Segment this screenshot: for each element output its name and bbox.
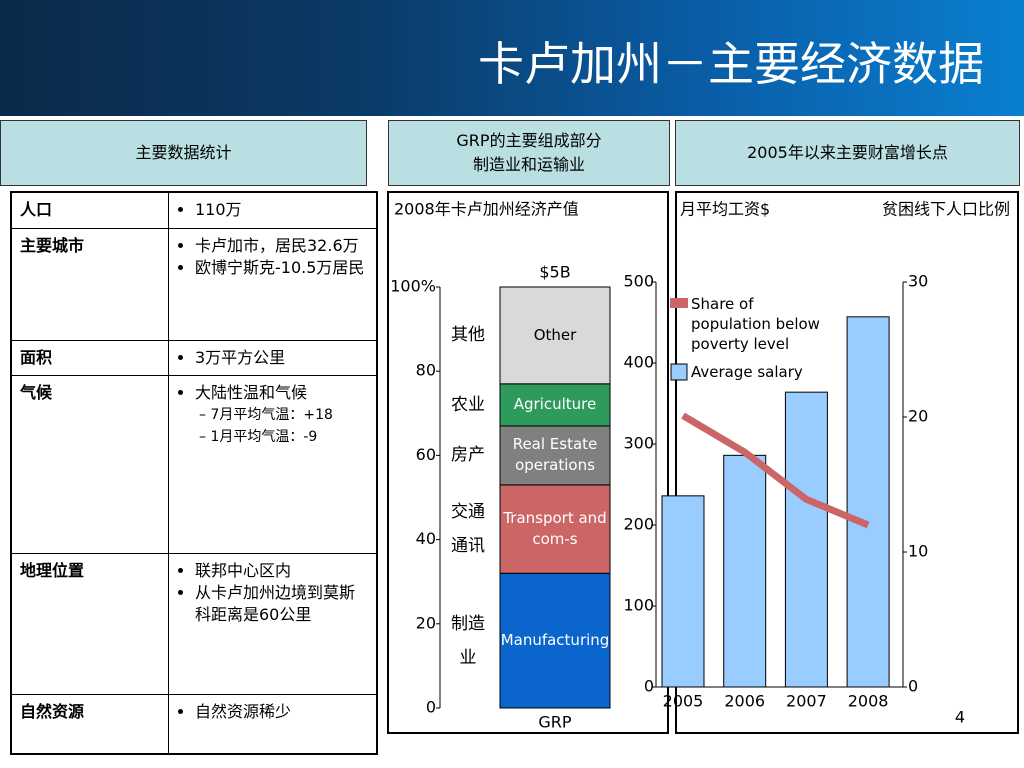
bar-segment [499,286,611,385]
row-label: 主要城市 [10,227,169,341]
segment-label: Agriculture [513,395,597,414]
bullet: 110万 [195,199,368,221]
bullet: 从卡卢加州边境到莫斯科距离是60公里 [195,582,368,626]
panel-text: 主要数据统计 [135,143,232,162]
bullet: 自然资源稀少 [195,701,368,723]
segment-cn-label: 其他 [451,325,485,346]
segment-label: Real Estate operations [512,435,598,475]
table-row: 自然资源 自然资源稀少 [10,693,378,755]
bullet: 联邦中心区内 [195,560,368,582]
stats-table: 人口110万主要城市卡卢加市，居民32.6万欧博宁斯克-10.5万居民面积3万平… [10,191,378,755]
segment-label: Transport and com-s [503,509,607,549]
bullet: 卡卢加市，居民32.6万 [195,235,368,257]
y-tick-label: 40 [416,529,436,548]
legend-label: Share of population below poverty level [691,295,820,353]
row-label: 自然资源 [10,693,169,755]
x-tick-label: 2008 [848,692,889,711]
segment-label: Manufacturing [500,631,610,650]
sub-bullet-list: 7月平均气温：+181月平均气温：-9 [177,404,368,448]
legend-swatch [670,363,688,381]
x-tick-label: 2006 [724,692,765,711]
y-tick-label: 400 [623,353,654,372]
row-label: 人口 [10,191,169,229]
y2-tick-label: 0 [908,677,918,696]
x-tick-label: 2005 [663,692,704,711]
bar [784,391,828,688]
row-content: 自然资源稀少 [168,693,378,755]
bar [723,454,767,688]
table-row: 地理位置联邦中心区内从卡卢加州边境到莫斯科距离是60公里 [10,552,378,695]
panel-text: 2005年以来主要财富增长点 [747,143,948,162]
y2-tick-label: 20 [908,407,928,426]
chart-title: 2008年卡卢加州经济产值 [394,200,579,219]
axis-title: 贫困线下人口比例 [882,200,1010,219]
segment-cn-label: 农业 [451,394,485,415]
page-number: 4 [955,708,965,727]
sub-bullet: 7月平均气温：+18 [199,404,368,426]
y-tick-label: 100 [623,596,654,615]
y2-tick-label: 10 [908,542,928,561]
segment-cn-label: 制造业 [451,613,485,668]
chart-frame [675,191,1019,734]
row-content: 大陆性温和气候7月平均气温：+181月平均气温：-9 [168,374,378,554]
row-content: 110万 [168,191,378,229]
y-tick-label: 300 [623,434,654,453]
title-bar: 卡卢加州－主要经济数据 [0,0,1024,116]
y-tick-label: 60 [416,445,436,464]
bar-segment [499,484,611,574]
y-tick-label: 100% [390,277,436,296]
y-tick-label: 500 [623,272,654,291]
panel-header: GRP的主要组成部分 制造业和运输业 [388,120,670,186]
segment-cn-label: 房产 [451,445,485,466]
panel-header: 2005年以来主要财富增长点 [675,120,1020,186]
bullet-list: 110万 [177,199,368,221]
table-row: 气候大陆性温和气候7月平均气温：+181月平均气温：-9 [10,374,378,554]
y-tick-label: 20 [416,613,436,632]
table-row: 人口 110万 [10,191,378,229]
bullet-list: 3万平方公里 [177,347,368,369]
bullet: 大陆性温和气候 [195,382,368,404]
sub-bullet: 1月平均气温：-9 [199,426,368,448]
panel-text: GRP的主要组成部分 [456,131,602,150]
bar [846,316,890,688]
legend-label: Average salary [691,363,803,381]
panel-text: 制造业和运输业 [472,155,585,174]
panel-header: 主要数据统计 [0,120,367,186]
row-content: 卡卢加市，居民32.6万欧博宁斯克-10.5万居民 [168,227,378,341]
bar-segment [499,572,611,709]
bullet-list: 自然资源稀少 [177,701,368,723]
chart-frame [387,191,669,734]
y2-tick-label: 30 [908,272,928,291]
segment-cn-label: 交通通讯 [451,502,485,557]
y-tick-label: 80 [416,361,436,380]
bullet-list: 联邦中心区内从卡卢加州边境到莫斯科距离是60公里 [177,560,368,626]
row-label: 地理位置 [10,552,169,695]
bullet-list: 卡卢加市，居民32.6万欧博宁斯克-10.5万居民 [177,235,368,279]
bullet: 3万平方公里 [195,347,368,369]
row-label: 气候 [10,374,169,554]
table-row: 面积3万平方公里 [10,339,378,376]
table-row: 主要城市卡卢加市，居民32.6万欧博宁斯克-10.5万居民 [10,227,378,341]
bar [661,495,705,688]
y-tick-label: 0 [644,677,654,696]
row-content: 联邦中心区内从卡卢加州边境到莫斯科距离是60公里 [168,552,378,695]
line [681,412,870,529]
bullet-list: 大陆性温和气候 [177,382,368,404]
y-tick-label: 200 [623,515,654,534]
y-tick-label: 0 [426,698,436,717]
slide-title: 卡卢加州－主要经济数据 [478,37,984,91]
total-label: $5B [539,263,570,282]
x-tick-label: GRP [538,713,572,732]
segment-label: Other [533,325,577,344]
bullet: 欧博宁斯克-10.5万居民 [195,257,368,279]
axis-title: 月平均工资$ [680,200,770,219]
x-tick-label: 2007 [786,692,827,711]
legend-swatch [670,298,688,308]
